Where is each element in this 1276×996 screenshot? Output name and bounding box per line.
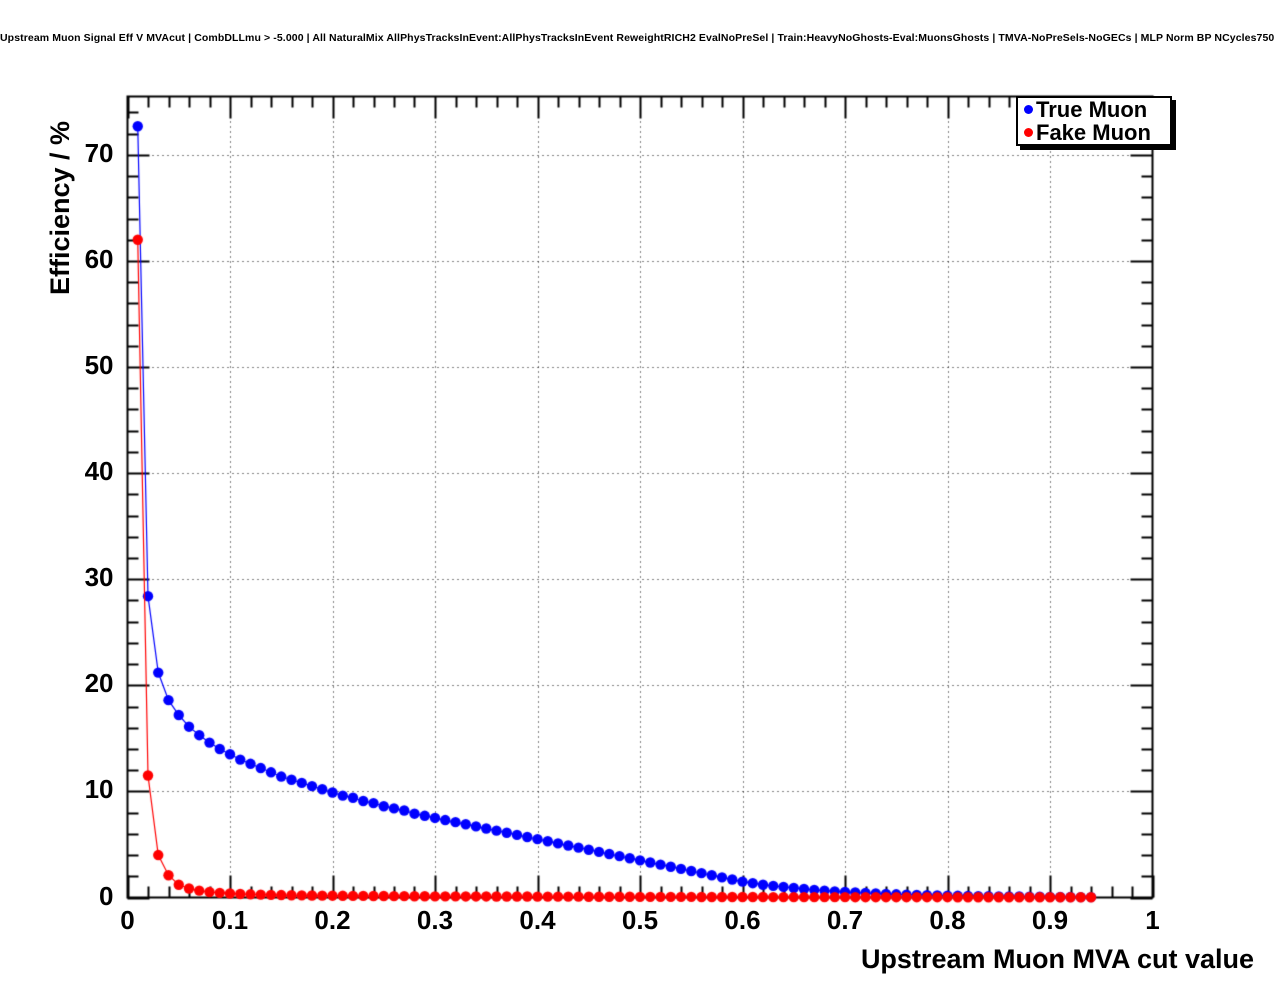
- y-tick-label: 70: [84, 137, 114, 168]
- legend-entry-true-muon: True Muon: [1024, 98, 1147, 121]
- x-tick-label: 0.9: [1031, 904, 1069, 935]
- x-tick-label: 0.8: [929, 904, 966, 935]
- x-tick-label: 0.5: [621, 904, 659, 935]
- x-tick-label: 0: [120, 904, 135, 935]
- y-axis-title: Efficiency / %: [45, 120, 75, 295]
- x-axis-title: Upstream Muon MVA cut value: [860, 944, 1254, 974]
- y-tick-label: 10: [84, 774, 114, 805]
- legend-entry-fake-muon: Fake Muon: [1024, 121, 1151, 144]
- y-tick-label: 30: [84, 562, 114, 593]
- y-tick-label: 0: [99, 880, 114, 911]
- x-tick-label: 0.3: [416, 904, 454, 935]
- y-tick-label: 60: [84, 243, 114, 274]
- y-tick-label: 50: [84, 350, 114, 381]
- legend-marker-dot-icon: [1024, 128, 1033, 137]
- x-tick-label: 0.1: [211, 904, 249, 935]
- legend-label: Fake Muon: [1036, 119, 1151, 145]
- legend-box: True Muon Fake Muon: [1016, 96, 1172, 146]
- x-tick-label: 1: [1145, 904, 1160, 935]
- x-tick-label: 0.7: [826, 904, 864, 935]
- x-tick-label: 0.6: [724, 904, 761, 935]
- y-tick-label: 20: [84, 668, 114, 699]
- y-tick-label: 40: [84, 456, 114, 487]
- legend-label: True Muon: [1036, 96, 1148, 122]
- x-tick-label: 0.4: [519, 904, 556, 935]
- x-tick-label: 0.2: [314, 904, 351, 935]
- legend-marker-dot-icon: [1024, 105, 1033, 114]
